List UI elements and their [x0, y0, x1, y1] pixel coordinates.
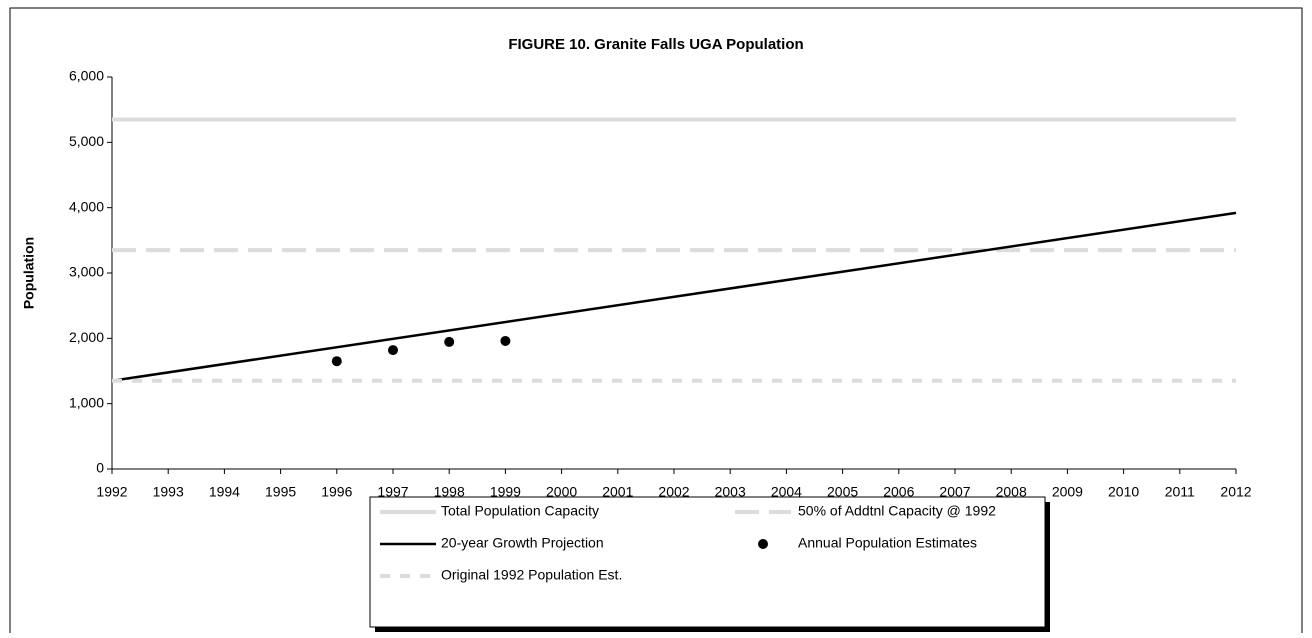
x-tick-label: 2004: [771, 484, 802, 500]
data-point: [331, 356, 342, 367]
x-tick-label: 2011: [1165, 484, 1195, 500]
x-tick-label: 2006: [883, 484, 914, 500]
x-tick-label: 2000: [546, 484, 577, 500]
chart-title: FIGURE 10. Granite Falls UGA Population: [508, 36, 803, 53]
y-axis-label: Population: [21, 237, 37, 309]
legend-label: Total Population Capacity: [441, 503, 599, 519]
x-tick-label: 2010: [1108, 484, 1139, 500]
y-tick-label: 3,000: [69, 264, 104, 280]
y-tick-label: 2,000: [69, 329, 104, 345]
y-tick-label: 5,000: [69, 133, 104, 149]
x-tick-label: 1999: [490, 484, 521, 500]
x-tick-label: 2002: [658, 484, 689, 500]
x-tick-label: 1994: [209, 484, 240, 500]
y-tick-label: 1,000: [69, 394, 104, 410]
chart-frame: [9, 7, 1303, 633]
x-tick-label: 2012: [1220, 484, 1251, 500]
data-point: [388, 345, 398, 356]
y-tick-label: 4,000: [69, 198, 104, 214]
plot: 0 1,000 2,000 3,000 4,000 5,000 6,000 1992 1993 1…: [69, 68, 1252, 500]
x-tick-label: 2003: [715, 484, 746, 500]
x-tick-label: 2009: [1052, 484, 1083, 500]
x-tick-label: 1997: [377, 484, 408, 500]
x-tick-label: 1996: [321, 484, 352, 500]
x-tick-label: 2007: [939, 484, 970, 500]
x-tick-label: 1993: [153, 484, 184, 500]
legend-label: 20-year Growth Projection: [441, 535, 604, 551]
data-point: [500, 335, 511, 346]
legend-label: 50% of Addtnl Capacity @ 1992: [798, 503, 996, 519]
x-tick-label: 1995: [265, 484, 296, 500]
series-line: [111, 211, 1237, 383]
x-tick-label: 1992: [96, 484, 127, 500]
y-tick-label: 0: [96, 460, 104, 476]
x-tick-label: 2005: [827, 484, 858, 500]
y-tick-label: 6,000: [69, 68, 104, 84]
x-tick-label: 2001: [602, 484, 633, 500]
legend-marker: [758, 539, 768, 549]
x-tick-label: 1998: [434, 484, 465, 500]
x-tick-label: 2008: [996, 484, 1027, 500]
data-point: [444, 336, 455, 347]
legend: [369, 496, 1046, 628]
legend-label: Original 1992 Population Est.: [441, 567, 622, 583]
legend-label: Annual Population Estimates: [798, 535, 977, 551]
